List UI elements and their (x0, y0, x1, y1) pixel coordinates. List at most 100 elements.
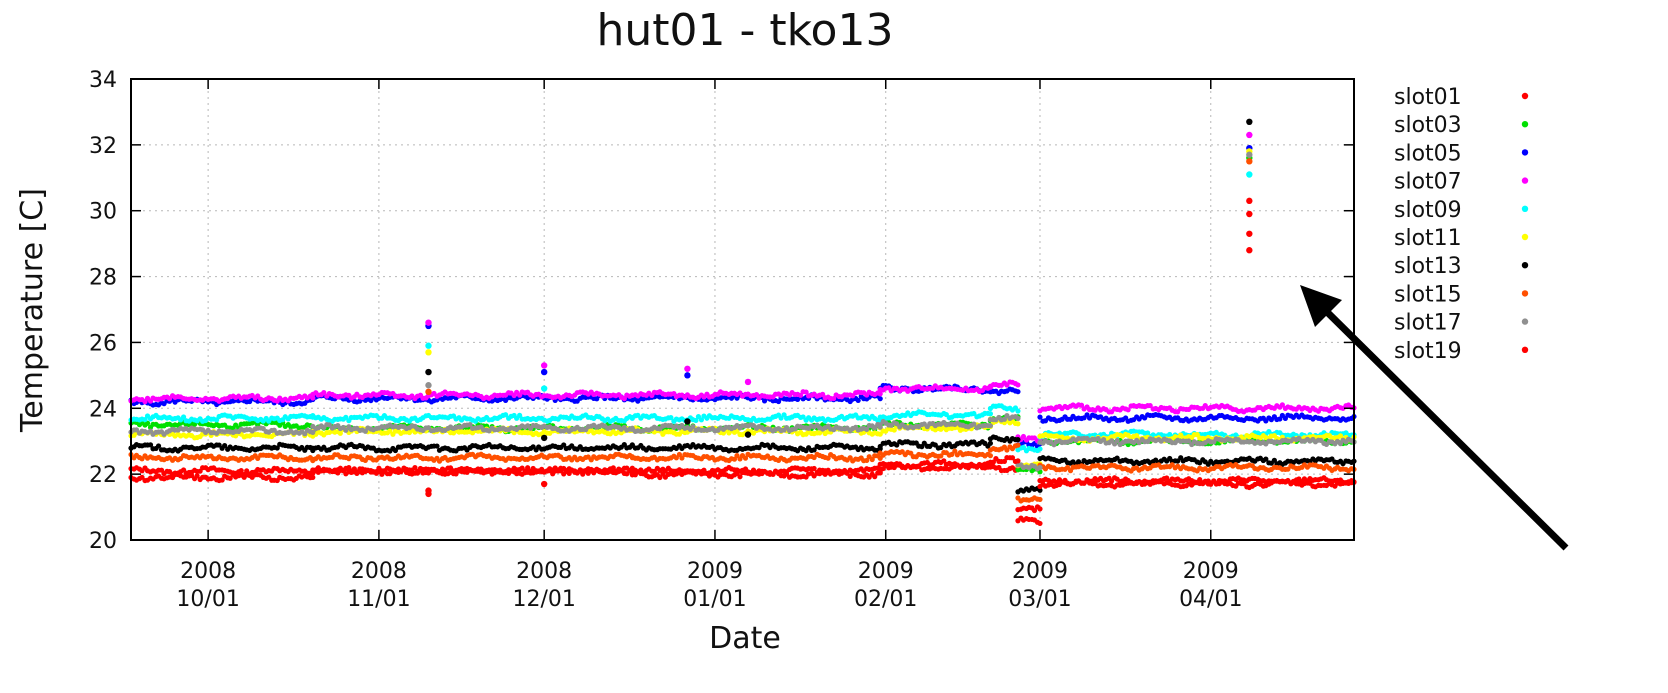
data-point (1015, 408, 1021, 414)
data-point (1147, 402, 1153, 409)
data-point (139, 474, 145, 480)
data-point (1279, 402, 1285, 408)
data-point (434, 443, 440, 449)
data-point (343, 414, 349, 420)
x-tick-label-date: 02/01 (854, 587, 917, 612)
data-point (1246, 118, 1253, 126)
axis-ticks: 2022242628303234200810/01200811/01200812… (89, 68, 1354, 612)
data-point (1037, 506, 1043, 512)
data-point (222, 442, 228, 449)
legend-label: slot19 (1394, 339, 1462, 364)
data-point (833, 468, 839, 474)
legend-marker (1521, 290, 1529, 297)
data-point (1001, 416, 1008, 422)
data-point (1015, 389, 1021, 395)
data-point (744, 431, 752, 438)
data-point (952, 448, 958, 454)
data-point (987, 423, 994, 429)
data-point (673, 455, 679, 461)
data-point (698, 417, 705, 423)
data-point (1031, 507, 1038, 514)
data-point (629, 442, 635, 448)
data-point (1186, 438, 1192, 444)
data-point (1246, 151, 1253, 158)
series-slot09 (128, 171, 1357, 454)
data-point (227, 475, 233, 481)
legend-marker (1521, 205, 1529, 212)
data-point (864, 426, 870, 432)
series-slot15 (128, 158, 1357, 504)
legend-label: slot17 (1394, 311, 1462, 336)
data-point (693, 417, 699, 424)
series-slot07 (128, 131, 1357, 444)
data-point (737, 474, 743, 480)
data-point (144, 420, 151, 426)
data-point (872, 425, 878, 431)
data-point (803, 389, 809, 395)
data-point (425, 342, 432, 349)
data-point (540, 385, 548, 392)
legend-marker (1521, 346, 1529, 353)
data-point (321, 390, 327, 396)
legend-label: slot01 (1394, 85, 1462, 110)
data-point (412, 464, 418, 471)
data-point (425, 382, 432, 389)
data-point (684, 372, 691, 379)
data-point (133, 427, 140, 433)
data-point (987, 440, 994, 446)
arrow-head (1300, 285, 1342, 327)
data-point (517, 412, 523, 418)
data-point (877, 391, 883, 397)
data-point (540, 368, 548, 376)
legend-label: slot13 (1394, 254, 1462, 279)
data-point (1246, 158, 1253, 165)
legend-marker (1521, 149, 1529, 156)
data-point (987, 411, 994, 417)
legend-label: slot15 (1394, 282, 1462, 307)
legend-label: slot07 (1394, 170, 1462, 195)
data-point (684, 365, 691, 372)
data-point (1001, 458, 1008, 464)
data-point (1015, 437, 1021, 443)
x-tick-label-year: 2008 (180, 559, 236, 584)
legend-marker (1521, 177, 1529, 184)
legend-marker (1521, 233, 1529, 241)
legend-marker (1521, 92, 1529, 100)
data-point (1241, 481, 1247, 487)
x-tick-label-date: 10/01 (176, 587, 239, 612)
data-point (1009, 455, 1016, 461)
data-point (756, 445, 762, 451)
series-slot17 (128, 151, 1357, 472)
x-tick-label-year: 2009 (687, 559, 743, 584)
data-point (337, 430, 343, 436)
data-point (274, 445, 280, 451)
data-point (540, 362, 548, 369)
data-point (1263, 456, 1269, 462)
data-point (701, 467, 707, 473)
data-point (1015, 442, 1021, 448)
legend-marker (1521, 262, 1529, 269)
data-point (503, 412, 509, 418)
data-point (1037, 414, 1043, 420)
legend-label: slot05 (1394, 141, 1462, 166)
data-point (425, 368, 432, 376)
data-point (742, 455, 749, 461)
data-point (425, 349, 432, 356)
legend-label: slot09 (1394, 198, 1462, 223)
data-point (811, 465, 817, 472)
x-tick-label-year: 2009 (1012, 559, 1068, 584)
data-point (1246, 210, 1253, 218)
legend-marker (1521, 318, 1529, 325)
y-tick-label: 20 (89, 529, 117, 554)
data-point (734, 453, 740, 459)
legend: slot01slot03slot05slot07slot09slot11slot… (1394, 85, 1529, 364)
data-point (1037, 520, 1043, 527)
annotation-arrow (1300, 285, 1569, 551)
data-point (1078, 402, 1085, 408)
x-tick-label-date: 12/01 (512, 587, 575, 612)
data-point (1246, 131, 1253, 139)
data-point (343, 427, 349, 433)
x-tick-label-date: 01/01 (683, 587, 746, 612)
